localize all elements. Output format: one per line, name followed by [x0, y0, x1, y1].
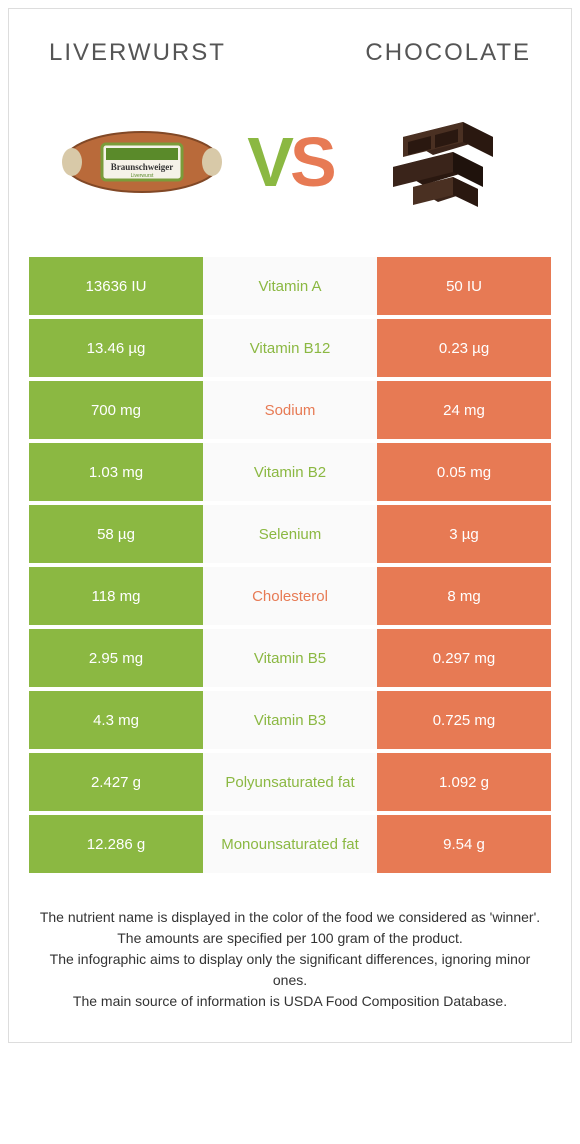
- cell-left-value: 118 mg: [29, 567, 203, 625]
- cell-nutrient-name: Vitamin B3: [203, 691, 377, 749]
- cell-nutrient-name: Cholesterol: [203, 567, 377, 625]
- cell-right-value: 3 µg: [377, 505, 551, 563]
- cell-left-value: 12.286 g: [29, 815, 203, 873]
- cell-nutrient-name: Vitamin B2: [203, 443, 377, 501]
- footnote-line: The amounts are specified per 100 gram o…: [39, 928, 541, 949]
- cell-left-value: 13636 IU: [29, 257, 203, 315]
- cell-nutrient-name: Vitamin B5: [203, 629, 377, 687]
- svg-text:Liverwurst: Liverwurst: [131, 173, 154, 179]
- table-row: 58 µgSelenium3 µg: [29, 505, 551, 563]
- title-right: CHOCOLATE: [365, 39, 531, 67]
- cell-left-value: 4.3 mg: [29, 691, 203, 749]
- table-row: 2.95 mgVitamin B50.297 mg: [29, 629, 551, 687]
- cell-left-value: 700 mg: [29, 381, 203, 439]
- liverwurst-image: Braunschweiger Liverwurst: [57, 97, 227, 227]
- footnotes: The nutrient name is displayed in the co…: [9, 877, 571, 1012]
- cell-nutrient-name: Polyunsaturated fat: [203, 753, 377, 811]
- vs-v: V: [247, 123, 290, 201]
- cell-left-value: 2.427 g: [29, 753, 203, 811]
- title-left: LIVERWURST: [49, 39, 226, 67]
- table-row: 1.03 mgVitamin B20.05 mg: [29, 443, 551, 501]
- footnote-line: The infographic aims to display only the…: [39, 949, 541, 991]
- footnote-line: The nutrient name is displayed in the co…: [39, 907, 541, 928]
- footnote-line: The main source of information is USDA F…: [39, 991, 541, 1012]
- hero-row: Braunschweiger Liverwurst VS: [9, 87, 571, 257]
- cell-nutrient-name: Vitamin A: [203, 257, 377, 315]
- cell-left-value: 13.46 µg: [29, 319, 203, 377]
- vs-label: VS: [247, 122, 332, 202]
- cell-right-value: 0.297 mg: [377, 629, 551, 687]
- table-row: 118 mgCholesterol8 mg: [29, 567, 551, 625]
- cell-nutrient-name: Selenium: [203, 505, 377, 563]
- comparison-table: 13636 IUVitamin A50 IU13.46 µgVitamin B1…: [9, 257, 571, 873]
- title-row: LIVERWURST CHOCOLATE: [9, 29, 571, 87]
- table-row: 13.46 µgVitamin B120.23 µg: [29, 319, 551, 377]
- cell-right-value: 0.05 mg: [377, 443, 551, 501]
- cell-right-value: 1.092 g: [377, 753, 551, 811]
- cell-right-value: 50 IU: [377, 257, 551, 315]
- cell-nutrient-name: Monounsaturated fat: [203, 815, 377, 873]
- cell-nutrient-name: Sodium: [203, 381, 377, 439]
- vs-s: S: [290, 123, 333, 201]
- cell-right-value: 0.725 mg: [377, 691, 551, 749]
- table-row: 4.3 mgVitamin B30.725 mg: [29, 691, 551, 749]
- table-row: 12.286 gMonounsaturated fat9.54 g: [29, 815, 551, 873]
- svg-text:Braunschweiger: Braunschweiger: [111, 162, 174, 172]
- cell-right-value: 9.54 g: [377, 815, 551, 873]
- comparison-card: LIVERWURST CHOCOLATE Braunschweiger Live…: [8, 8, 572, 1043]
- cell-left-value: 58 µg: [29, 505, 203, 563]
- cell-left-value: 2.95 mg: [29, 629, 203, 687]
- cell-nutrient-name: Vitamin B12: [203, 319, 377, 377]
- chocolate-image: [353, 97, 523, 227]
- table-row: 13636 IUVitamin A50 IU: [29, 257, 551, 315]
- table-row: 2.427 gPolyunsaturated fat1.092 g: [29, 753, 551, 811]
- table-row: 700 mgSodium24 mg: [29, 381, 551, 439]
- cell-right-value: 8 mg: [377, 567, 551, 625]
- cell-right-value: 24 mg: [377, 381, 551, 439]
- cell-left-value: 1.03 mg: [29, 443, 203, 501]
- cell-right-value: 0.23 µg: [377, 319, 551, 377]
